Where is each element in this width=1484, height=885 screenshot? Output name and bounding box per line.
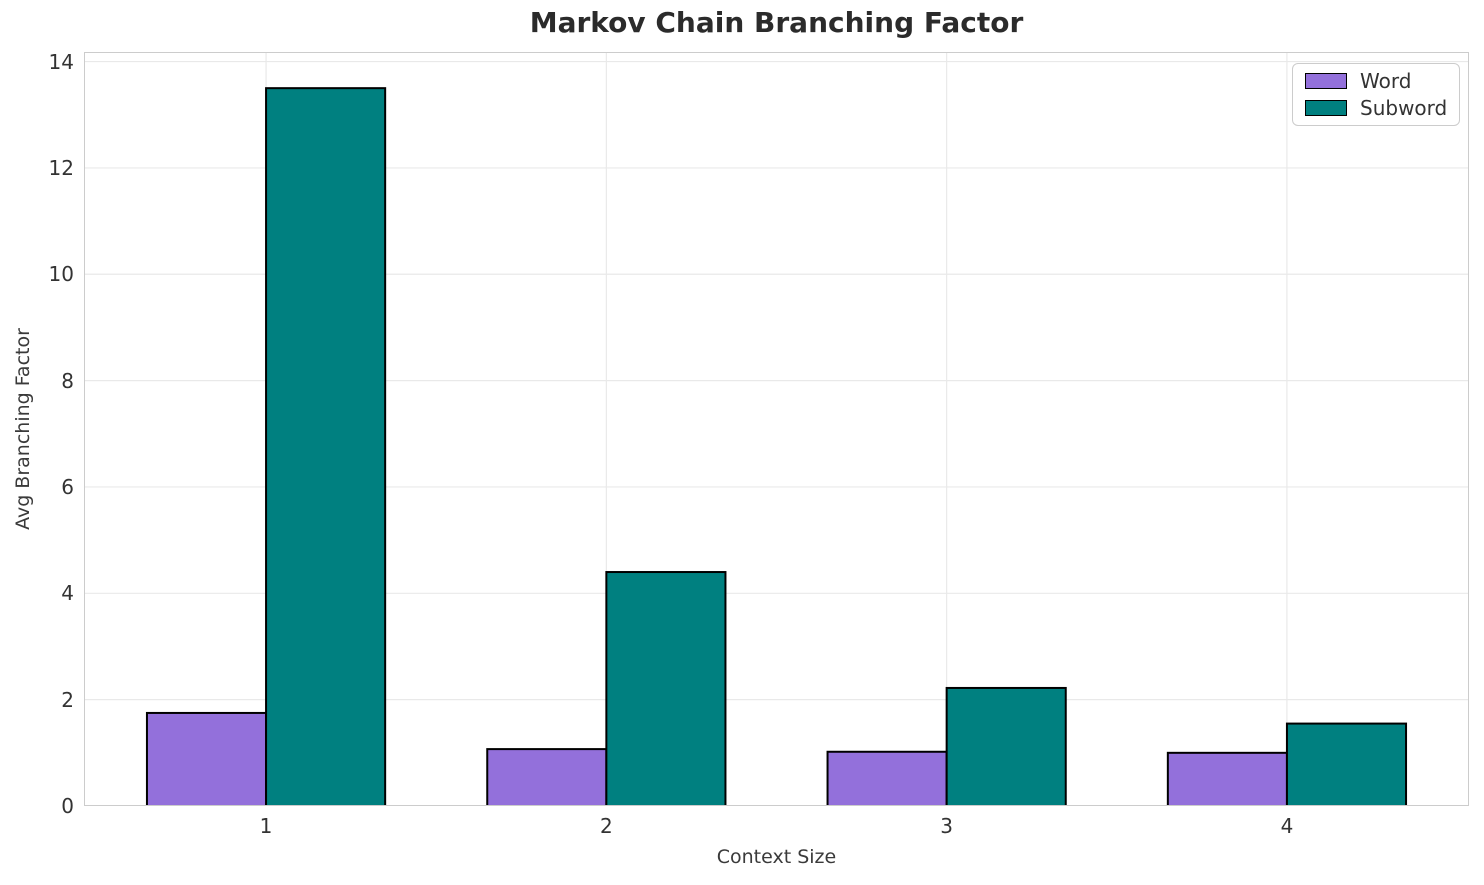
y-tick-label: 2 [61, 687, 74, 712]
chart-title: Markov Chain Branching Factor [529, 6, 1024, 39]
y-tick-label: 4 [61, 581, 74, 606]
bar-word-1 [145, 711, 268, 806]
bar-subword-2 [605, 571, 727, 806]
legend-swatch-subword [1305, 100, 1347, 116]
x-tick-label: 1 [259, 814, 273, 838]
y-tick-label: 0 [61, 794, 74, 818]
bar-word-4 [1166, 751, 1288, 806]
x-tick-label: 2 [599, 814, 613, 838]
y-tick-label: 8 [61, 368, 74, 393]
x-axis-label: Context Size [716, 846, 837, 868]
bar-word-3 [826, 750, 948, 806]
legend-swatch-word [1305, 73, 1347, 89]
bar-subword-4 [1285, 722, 1408, 806]
legend-label-subword: Subword [1360, 96, 1448, 120]
legend: Word Subword [1292, 63, 1461, 126]
y-tick-label: 12 [48, 155, 74, 180]
bar-subword-1 [265, 87, 387, 806]
y-tick-label: 6 [61, 474, 74, 499]
bar-word-2 [486, 748, 608, 806]
legend-item-word: Word [1305, 71, 1447, 91]
x-tick-label: 4 [1280, 814, 1294, 838]
y-tick-label: 14 [48, 49, 74, 74]
y-axis-label: Avg Branching Factor [12, 328, 34, 530]
bar-subword-3 [945, 686, 1067, 806]
legend-item-subword: Subword [1305, 98, 1447, 118]
plot-canvas [84, 52, 1469, 806]
plot-area [84, 52, 1469, 806]
legend-label-word: Word [1360, 69, 1412, 93]
y-tick-label: 10 [48, 262, 74, 287]
x-tick-label: 3 [940, 814, 954, 838]
